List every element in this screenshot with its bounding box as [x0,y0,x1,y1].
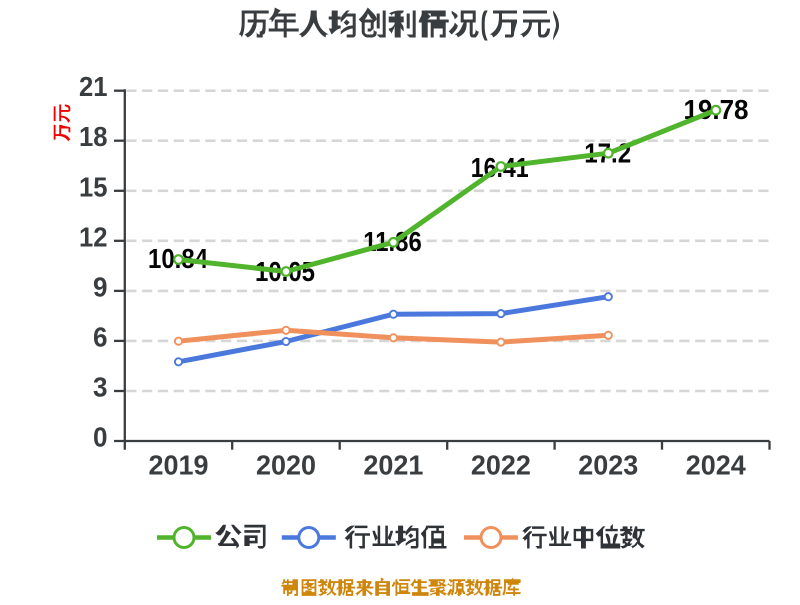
svg-text:6: 6 [93,321,108,352]
svg-text:2020: 2020 [256,450,316,481]
svg-text:15: 15 [79,171,108,202]
svg-text:2023: 2023 [578,450,638,481]
svg-text:0: 0 [93,422,108,453]
svg-text:2024: 2024 [686,450,746,481]
svg-text:3: 3 [93,372,108,403]
svg-text:18: 18 [79,121,108,152]
svg-text:2019: 2019 [149,450,209,481]
svg-text:21: 21 [79,71,108,102]
svg-text:12: 12 [79,221,108,252]
svg-text:9: 9 [93,271,108,302]
svg-text:2021: 2021 [363,450,423,481]
svg-text:2022: 2022 [471,450,531,481]
